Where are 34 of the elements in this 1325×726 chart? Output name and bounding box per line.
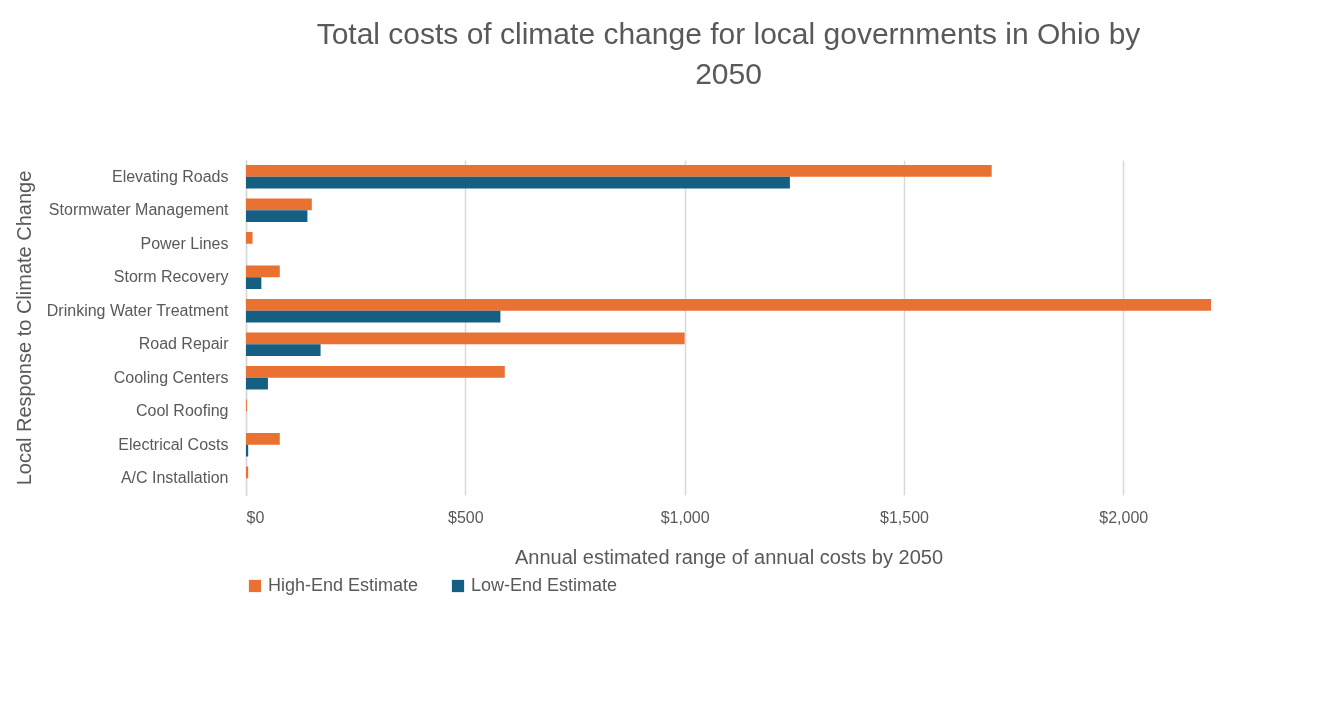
bar	[246, 433, 280, 445]
y-tick-label: A/C Installation	[120, 469, 229, 487]
bar	[246, 232, 253, 244]
x-tick-label: $1,000	[660, 508, 710, 526]
bar	[246, 344, 321, 356]
x-tick-label: $2,000	[1099, 508, 1149, 526]
legend-label: High-End Estimate	[268, 575, 419, 595]
bar	[246, 332, 685, 345]
bar	[246, 198, 312, 211]
y-tick-label: Storm Recovery	[113, 268, 229, 286]
bar	[246, 366, 505, 378]
x-tick-label: $0	[246, 508, 265, 526]
y-axis-title: Local Response to Climate Change	[12, 170, 35, 486]
y-tick-label: Cool Roofing	[136, 402, 229, 420]
y-tick-label: Cooling Centers	[113, 368, 229, 386]
bar	[246, 310, 501, 323]
bar	[246, 176, 790, 189]
bar	[246, 210, 308, 222]
x-tick-label: $500	[448, 508, 484, 526]
y-tick-label: Stormwater Management	[48, 201, 230, 219]
bar	[246, 165, 992, 177]
bar	[246, 377, 268, 390]
legend-label: Low-End Estimate	[471, 575, 618, 595]
y-tick-label: Electrical Costs	[118, 435, 229, 453]
y-tick-label: Drinking Water Treatment	[46, 301, 230, 319]
x-axis-title: Annual estimated range of annual costs by 2050	[514, 545, 944, 568]
y-tick-label: Road Repair	[138, 335, 230, 353]
bar	[246, 277, 262, 289]
y-tick-label: Power Lines	[140, 234, 229, 252]
bar	[246, 265, 280, 278]
bar	[246, 299, 1211, 311]
x-tick-label: $1,500	[879, 508, 930, 526]
chart-title: Total costs of climate change for local governments in Ohio by 2050	[316, 17, 1141, 90]
y-tick-label: Elevating Roads	[111, 167, 229, 185]
